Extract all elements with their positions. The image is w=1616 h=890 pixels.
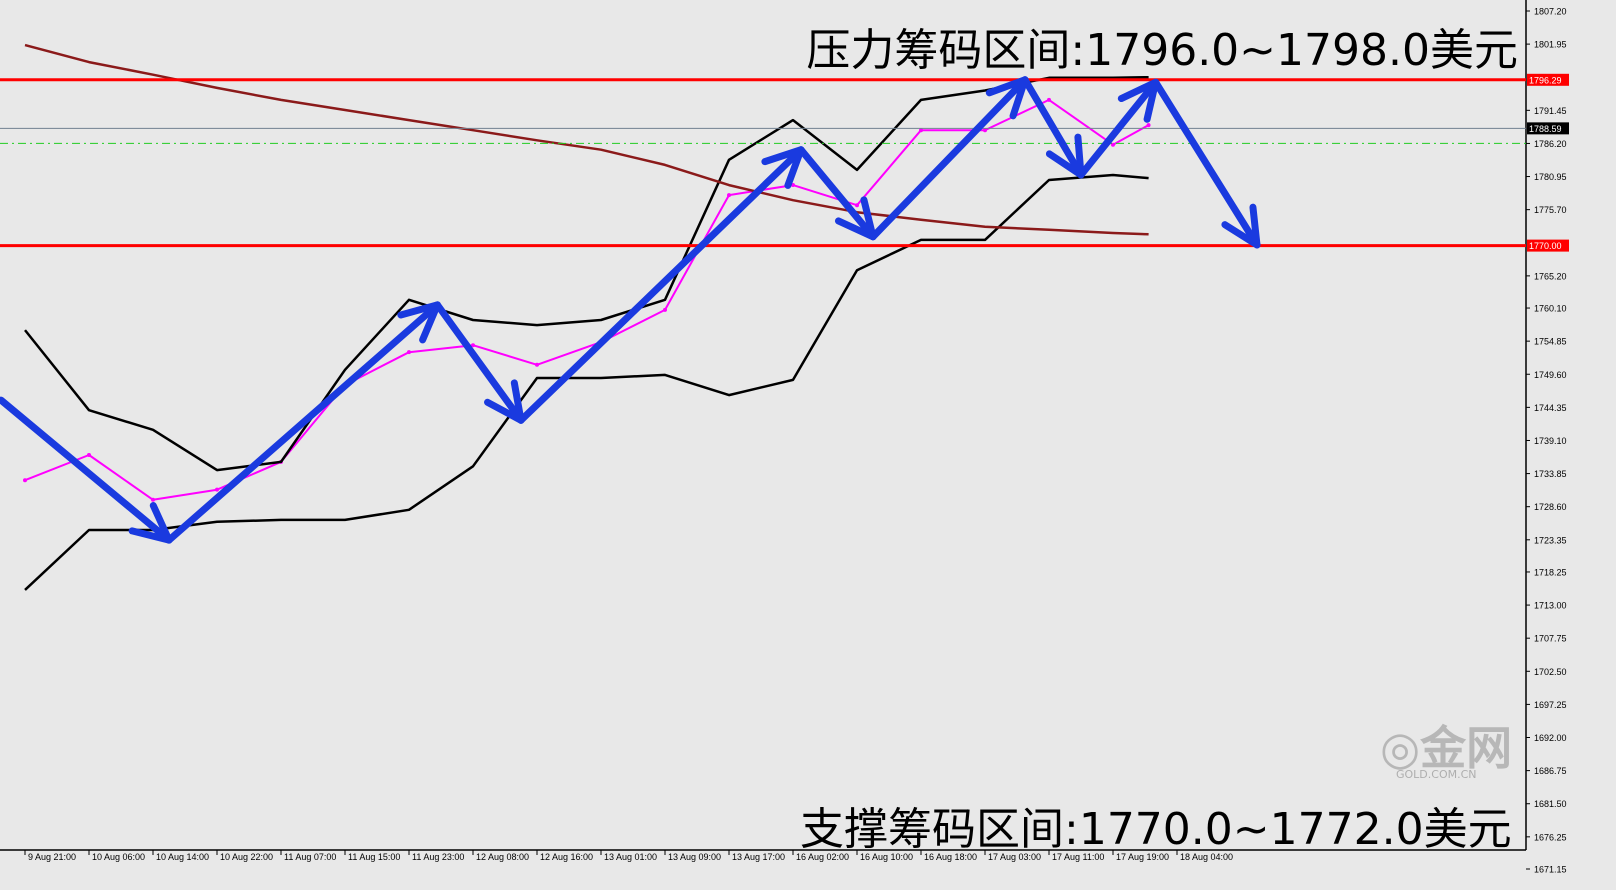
price-label: 1770.00	[1529, 241, 1562, 251]
y-tick-label: 1723.35	[1534, 535, 1567, 545]
point-price	[23, 478, 27, 483]
x-tick-label: 17 Aug 19:00	[1116, 852, 1169, 862]
x-tick-label: 12 Aug 08:00	[476, 852, 529, 862]
y-tick-label: 1791.45	[1534, 106, 1567, 116]
y-tick-label: 1671.15	[1534, 865, 1567, 875]
x-tick-label: 17 Aug 11:00	[1052, 852, 1104, 862]
point-price	[1047, 97, 1051, 102]
price-label-bg	[1527, 239, 1569, 252]
y-tick-label: 1718.25	[1534, 567, 1567, 577]
trend-arrow-segment	[1152, 78, 1261, 249]
point-price	[215, 487, 219, 492]
watermark-logo-text: 金网	[1420, 721, 1513, 775]
arrow-head-icon	[1221, 203, 1261, 249]
point-price	[919, 128, 923, 133]
x-tick-label: 11 Aug 23:00	[412, 852, 464, 862]
resistance-zone-title: 压力筹码区间:1796.0~1798.0美元	[806, 25, 1518, 76]
watermark-sub: GOLD.COM.CN	[1396, 768, 1477, 781]
point-price	[535, 362, 539, 367]
y-tick-label: 1807.20	[1534, 7, 1567, 17]
series-price	[24, 98, 1150, 501]
trend-arrow-segment	[0, 396, 173, 544]
point-price	[1146, 123, 1151, 128]
x-tick-label: 11 Aug 07:00	[284, 852, 336, 862]
trend-arrow-segment	[869, 76, 1029, 241]
point-price	[983, 128, 987, 133]
y-tick-label: 1692.00	[1534, 733, 1567, 743]
y-tick-label: 1749.60	[1534, 370, 1567, 380]
point-price	[663, 307, 667, 312]
trend-arrow-segment	[517, 146, 805, 424]
x-tick-label: 13 Aug 17:00	[732, 852, 785, 862]
y-tick-label: 1801.95	[1534, 40, 1567, 50]
y-tick-label: 1760.10	[1534, 304, 1567, 314]
y-tick-label: 1775.70	[1534, 205, 1567, 215]
price-label-bg	[1527, 73, 1569, 86]
series-lower_band	[24, 173, 1149, 591]
x-tick-label: 18 Aug 04:00	[1180, 852, 1233, 862]
x-tick-label: 9 Aug 21:00	[28, 852, 76, 862]
watermark-logo: ◎金网	[1380, 721, 1513, 775]
y-tick-label: 1780.95	[1534, 172, 1567, 182]
y-tick-label: 1681.50	[1534, 799, 1567, 809]
x-tick-label: 12 Aug 16:00	[540, 852, 593, 862]
price-label: 1796.29	[1529, 75, 1562, 85]
price-label-bg	[1527, 122, 1569, 135]
x-tick-label: 16 Aug 02:00	[796, 852, 849, 862]
y-tick-label: 1713.00	[1534, 601, 1567, 611]
point-price	[855, 203, 859, 208]
y-tick-label: 1765.20	[1534, 271, 1567, 281]
y-tick-label: 1744.35	[1534, 403, 1567, 413]
y-tick-label: 1739.10	[1534, 436, 1567, 446]
trend-arrow-segment	[165, 301, 441, 544]
point-price	[471, 343, 475, 348]
x-tick-label: 13 Aug 09:00	[668, 852, 721, 862]
price-label: 1788.59	[1529, 124, 1562, 134]
y-tick-label: 1686.75	[1534, 766, 1567, 776]
point-price	[151, 497, 155, 502]
x-tick-label: 10 Aug 06:00	[92, 852, 145, 862]
y-tick-label: 1697.25	[1534, 700, 1567, 710]
series-upper_band	[24, 75, 1149, 472]
x-tick-label: 11 Aug 15:00	[348, 852, 400, 862]
series-ma200	[24, 43, 1149, 236]
y-tick-label: 1733.85	[1534, 469, 1567, 479]
x-tick-label: 16 Aug 10:00	[860, 852, 913, 862]
y-tick-label: 1786.20	[1534, 139, 1567, 149]
trend-arrow-segment	[1021, 76, 1085, 179]
y-tick-label: 1728.60	[1534, 502, 1567, 512]
x-tick-label: 16 Aug 18:00	[924, 852, 977, 862]
y-tick-label: 1676.25	[1534, 832, 1567, 842]
y-tick-label: 1707.75	[1534, 634, 1567, 644]
support-zone-title: 支撑筹码区间:1770.0~1772.0美元	[800, 804, 1512, 855]
x-tick-label: 17 Aug 03:00	[988, 852, 1041, 862]
y-tick-label: 1754.85	[1534, 337, 1567, 347]
x-tick-label: 10 Aug 14:00	[156, 852, 209, 862]
point-price	[407, 350, 411, 355]
trend-arrow-segment	[797, 146, 877, 241]
trend-arrow-segment	[433, 301, 525, 424]
point-price	[87, 452, 91, 457]
trend-arrow-segment	[1077, 78, 1160, 179]
x-tick-label: 10 Aug 22:00	[220, 852, 273, 862]
point-price	[727, 193, 731, 198]
y-tick-label: 1702.50	[1534, 667, 1567, 677]
x-tick-label: 13 Aug 01:00	[604, 852, 657, 862]
